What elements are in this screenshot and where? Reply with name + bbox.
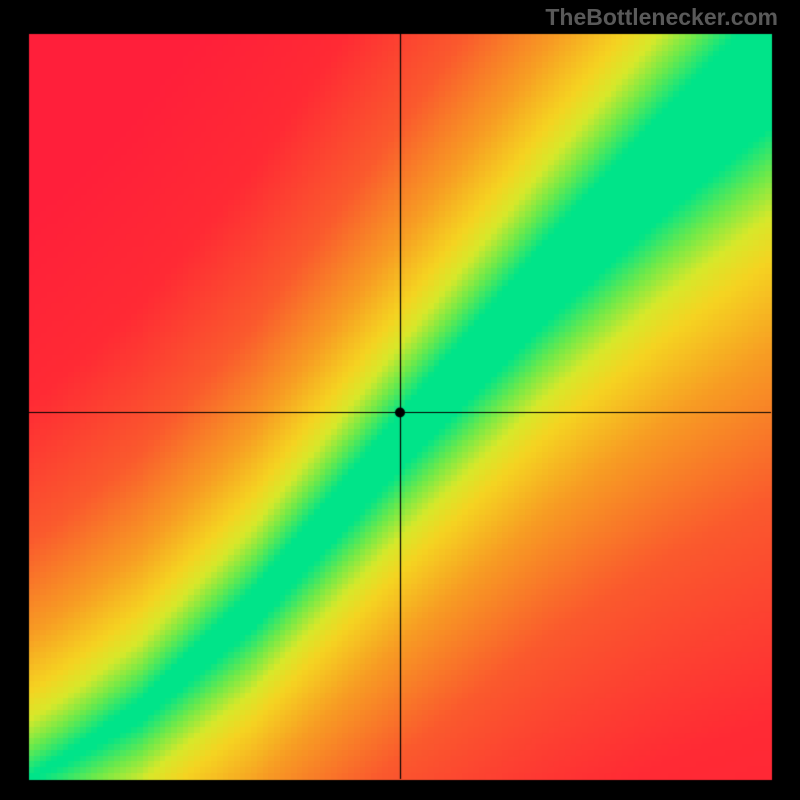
chart-container: TheBottlenecker.com [0, 0, 800, 800]
bottleneck-heatmap-canvas [0, 0, 800, 800]
